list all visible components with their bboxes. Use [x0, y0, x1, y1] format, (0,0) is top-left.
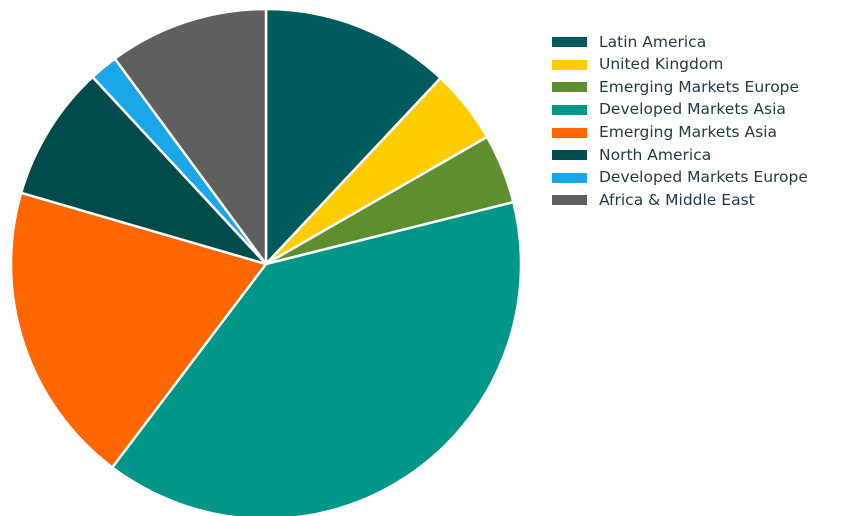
legend-label: United Kingdom: [599, 55, 724, 74]
legend-item-latin-america[interactable]: Latin America: [552, 31, 808, 54]
legend-label: Africa & Middle East: [599, 190, 755, 209]
legend-swatch: [552, 59, 587, 70]
legend-item-developed-markets-europe[interactable]: Developed Markets Europe: [552, 167, 808, 190]
legend-label: Developed Markets Europe: [599, 168, 808, 187]
legend-item-north-america[interactable]: North America: [552, 144, 808, 167]
legend-item-united-kingdom[interactable]: United Kingdom: [552, 54, 808, 77]
legend-label: Emerging Markets Asia: [599, 122, 778, 141]
pie-slice-africa-and-middle-east[interactable]: [113, 7, 268, 266]
legend-swatch: [552, 127, 587, 138]
chart-legend: Latin America United Kingdom Emerging Mark…: [552, 31, 808, 212]
legend-swatch: [552, 150, 587, 161]
legend-swatch: [552, 82, 587, 93]
legend-item-emerging-markets-europe[interactable]: Emerging Markets Europe: [552, 76, 808, 99]
legend-item-emerging-markets-asia[interactable]: Emerging Markets Asia: [552, 121, 808, 144]
legend-item-africa-and-middle-east[interactable]: Africa & Middle East: [552, 189, 808, 212]
legend-swatch: [552, 195, 587, 206]
legend-label: Developed Markets Asia: [599, 100, 786, 119]
pie-slice-developed-markets-asia[interactable]: [111, 200, 523, 516]
legend-label: Latin America: [599, 32, 707, 51]
legend-label: Emerging Markets Europe: [599, 77, 800, 96]
legend-label: North America: [599, 145, 712, 164]
legend-swatch: [552, 172, 587, 183]
pie-slice-latin-america[interactable]: [264, 7, 442, 266]
pie-slice-emerging-markets-asia[interactable]: [9, 191, 268, 469]
pie-chart-plot: [9, 7, 523, 516]
legend-swatch: [552, 37, 587, 48]
legend-swatch: [552, 105, 587, 116]
pie-slice-north-america[interactable]: [19, 75, 268, 266]
legend-item-developed-markets-asia[interactable]: Developed Markets Asia: [552, 99, 808, 122]
